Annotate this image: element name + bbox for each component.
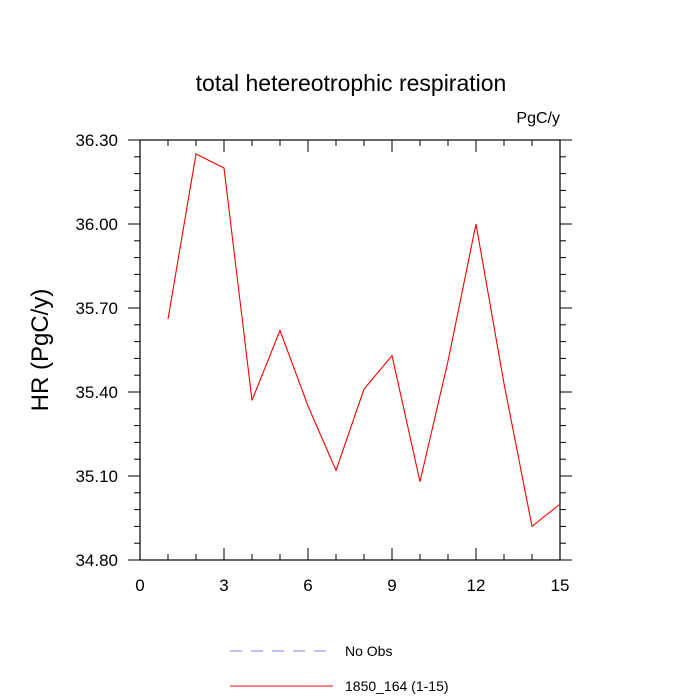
legend-label: No Obs (345, 643, 392, 659)
y-tick-label: 35.40 (75, 383, 118, 402)
x-tick-label: 6 (303, 576, 312, 595)
legend-label: 1850_164 (1-15) (345, 678, 449, 694)
x-tick-label: 9 (387, 576, 396, 595)
x-tick-label: 3 (219, 576, 228, 595)
y-tick-label: 34.80 (75, 551, 118, 570)
axis-ticks: 0 3 6 9 12 15 34.80 35.10 35.40 35.70 36.00 36.30 (75, 131, 572, 595)
plot-frame (139, 139, 561, 561)
x-tick-label: 0 (135, 576, 144, 595)
units-label: PgC/y (516, 110, 560, 127)
y-tick-label: 35.10 (75, 467, 118, 486)
legend: No Obs 1850_164 (1-15) (230, 643, 449, 694)
chart-title: total hetereotrophic respiration (196, 70, 507, 96)
series-layer (167, 153, 561, 528)
x-tick-label: 12 (467, 576, 486, 595)
y-axis-label: HR (PgC/y) (27, 289, 54, 412)
y-tick-label: 35.70 (75, 299, 118, 318)
y-tick-label: 36.00 (75, 215, 118, 234)
series-line (167, 153, 561, 528)
y-tick-label: 36.30 (75, 131, 118, 150)
x-tick-label: 15 (551, 576, 570, 595)
